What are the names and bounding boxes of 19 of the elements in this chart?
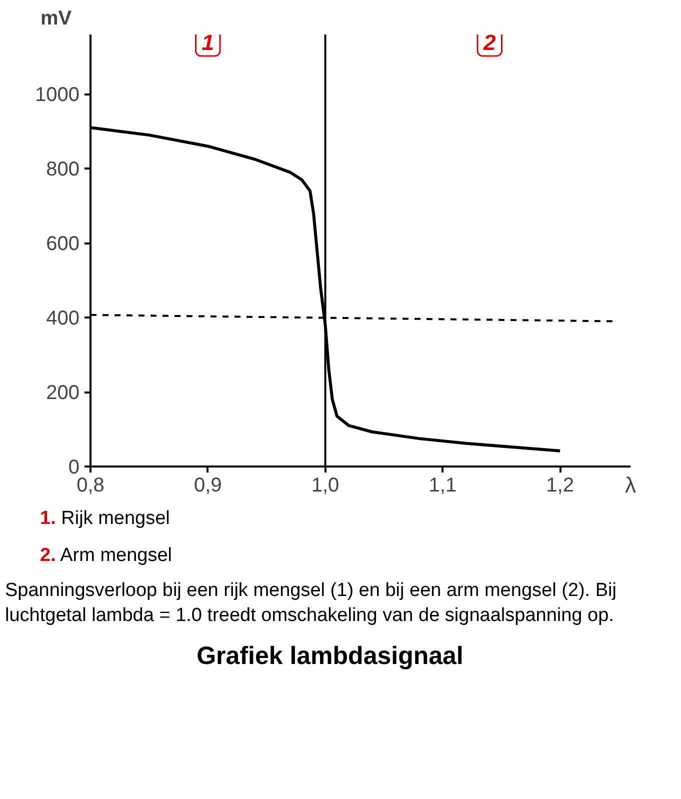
text: 1. Rijk mengsel [40,507,170,531]
text: Spanningsverloop bij een rijk mengsel (1) en bij een arm mengsel (2). Bij luchtgetal lambda = 1.0 treedt omschakeling van de signaalspanning op. [5,579,618,628]
y-tick-label: 400 [46,308,80,330]
y-tick-label: 600 [46,233,80,256]
y-tick-label: 200 [46,382,80,404]
x-tick-label: 0,9 [194,474,222,496]
y-tick-label: 800 [46,158,80,181]
y-tick-label: 1000 [35,84,80,106]
x-tick-label: 1,0 [311,474,340,496]
x-tick-label: 1,2 [546,474,574,496]
annotation: 1 [202,30,214,55]
text: Grafiek lambdasignaal [196,640,464,672]
x-tick-label: 0,8 [76,474,104,496]
x-axis-title: λ [625,472,636,498]
y-tick-label: 0 [68,456,80,478]
text: 2. Arm mengsel [40,544,172,568]
x-tick-label: 1,1 [428,474,457,496]
annotation: 2 [482,30,497,55]
y-axis-title: mV [40,8,72,30]
